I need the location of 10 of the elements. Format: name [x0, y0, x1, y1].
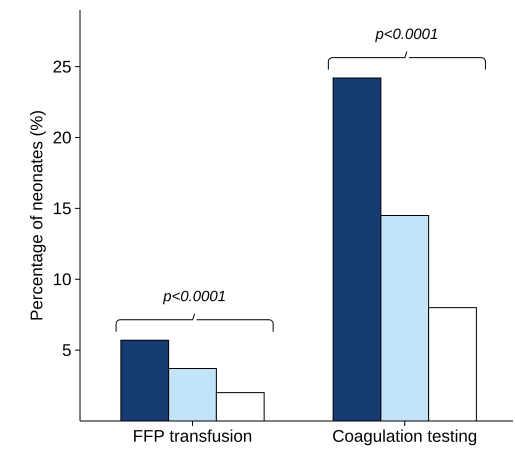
y-tick-label: 10	[54, 273, 71, 286]
annotation: p<0.0001	[162, 290, 225, 304]
annotation: p<0.0001	[375, 28, 437, 42]
y-tick-label: 5	[62, 344, 71, 356]
y-tick-label: 15	[54, 202, 71, 214]
y-tick-label: 20	[54, 132, 71, 144]
x-tick-label: Coagulation testing	[333, 430, 476, 446]
y-tick-label: 25	[54, 60, 71, 73]
x-tick-label: FFP transfusion	[134, 430, 252, 442]
y-axis-title: Percentage of neonates (%)	[30, 111, 46, 320]
